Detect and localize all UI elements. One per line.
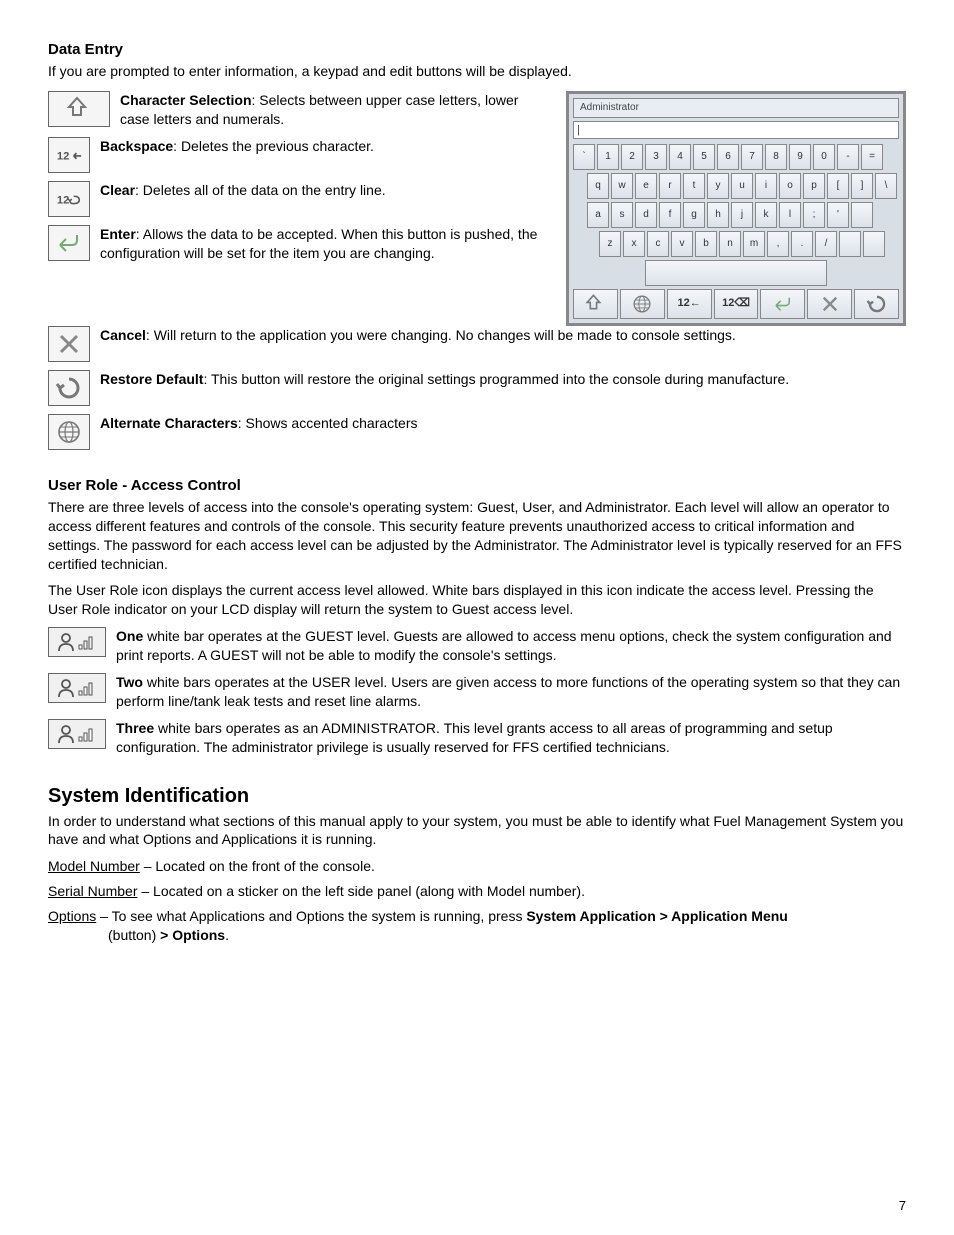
- keypad-rows: `1234567890-= qwertyuiop[]\ asdfghjkl;' zxc…: [573, 144, 899, 257]
- system-id-intro: In order to understand what sections of …: [48, 812, 906, 850]
- keypad-key[interactable]: f: [659, 202, 681, 228]
- keypad-key[interactable]: t: [683, 173, 705, 199]
- keypad-key[interactable]: l: [779, 202, 801, 228]
- keypad: Administrator | `1234567890-= qwertyuiop[…: [566, 91, 906, 326]
- clear-icon: [48, 181, 90, 217]
- keypad-key[interactable]: ;: [803, 202, 825, 228]
- keypad-key[interactable]: 6: [717, 144, 739, 170]
- serial-number-line: Serial Number – Located on a sticker on …: [48, 882, 906, 901]
- system-id-heading: System Identification: [48, 783, 906, 810]
- keypad-key[interactable]: s: [611, 202, 633, 228]
- keypad-key[interactable]: m: [743, 231, 765, 257]
- keypad-key[interactable]: g: [683, 202, 705, 228]
- user-role-desc: One white bar operates at the GUEST leve…: [116, 627, 906, 665]
- keypad-key[interactable]: z: [599, 231, 621, 257]
- keypad-key[interactable]: i: [755, 173, 777, 199]
- data-entry-intro: If you are prompted to enter information…: [48, 62, 906, 81]
- cancel-desc: Cancel: Will return to the application y…: [100, 326, 906, 345]
- keypad-key[interactable]: a: [587, 202, 609, 228]
- keypad-title: Administrator: [573, 98, 899, 118]
- keypad-key[interactable]: k: [755, 202, 777, 228]
- keypad-key[interactable]: [851, 202, 873, 228]
- keypad-restore[interactable]: [854, 289, 899, 319]
- keypad-shift[interactable]: [573, 289, 618, 319]
- keypad-key[interactable]: 4: [669, 144, 691, 170]
- keypad-key[interactable]: ': [827, 202, 849, 228]
- options-line: Options – To see what Applications and O…: [48, 907, 906, 945]
- model-number-line: Model Number – Located on the front of t…: [48, 857, 906, 876]
- keypad-key[interactable]: d: [635, 202, 657, 228]
- keypad-enter[interactable]: [760, 289, 805, 319]
- keypad-key[interactable]: [863, 231, 885, 257]
- keypad-key[interactable]: ]: [851, 173, 873, 199]
- keypad-bksp[interactable]: 12←: [667, 289, 712, 319]
- keypad-key[interactable]: .: [791, 231, 813, 257]
- user-role-icon: [48, 627, 106, 657]
- keypad-key[interactable]: 7: [741, 144, 763, 170]
- data-entry-heading: Data Entry: [48, 40, 906, 60]
- keypad-key[interactable]: y: [707, 173, 729, 199]
- keypad-key[interactable]: -: [837, 144, 859, 170]
- keypad-key[interactable]: b: [695, 231, 717, 257]
- char-select-icon: [48, 91, 110, 127]
- keypad-key[interactable]: p: [803, 173, 825, 199]
- user-role-icon: [48, 719, 106, 749]
- keypad-key[interactable]: j: [731, 202, 753, 228]
- restore-icon: [48, 370, 90, 406]
- restore-desc: Restore Default: This button will restor…: [100, 370, 906, 389]
- keypad-key[interactable]: =: [861, 144, 883, 170]
- page-number: 7: [899, 1197, 906, 1215]
- keypad-key[interactable]: c: [647, 231, 669, 257]
- cancel-icon: [48, 326, 90, 362]
- keypad-globe[interactable]: [620, 289, 665, 319]
- keypad-cancel[interactable]: [807, 289, 852, 319]
- keypad-spacebar[interactable]: [645, 260, 827, 286]
- user-role-desc: Two white bars operates at the USER leve…: [116, 673, 906, 711]
- keypad-key[interactable]: 1: [597, 144, 619, 170]
- char-select-desc: Character Selection: Selects between upp…: [120, 91, 548, 129]
- enter-desc: Enter: Allows the data to be accepted. W…: [100, 225, 548, 263]
- keypad-key[interactable]: 8: [765, 144, 787, 170]
- user-role-desc: Three white bars operates as an ADMINIST…: [116, 719, 906, 757]
- keypad-clear[interactable]: 12⌫: [714, 289, 759, 319]
- keypad-key[interactable]: h: [707, 202, 729, 228]
- keypad-key[interactable]: 5: [693, 144, 715, 170]
- keypad-key[interactable]: n: [719, 231, 741, 257]
- alt-chars-desc: Alternate Characters: Shows accented cha…: [100, 414, 906, 433]
- keypad-key[interactable]: w: [611, 173, 633, 199]
- clear-desc: Clear: Deletes all of the data on the en…: [100, 181, 548, 200]
- keypad-key[interactable]: r: [659, 173, 681, 199]
- enter-icon: [48, 225, 90, 261]
- backspace-icon: [48, 137, 90, 173]
- keypad-key[interactable]: v: [671, 231, 693, 257]
- keypad-input[interactable]: |: [573, 121, 899, 139]
- keypad-key[interactable]: /: [815, 231, 837, 257]
- keypad-key[interactable]: e: [635, 173, 657, 199]
- keypad-key[interactable]: ,: [767, 231, 789, 257]
- keypad-key[interactable]: [839, 231, 861, 257]
- keypad-key[interactable]: q: [587, 173, 609, 199]
- user-role-icon: [48, 673, 106, 703]
- keypad-key[interactable]: \: [875, 173, 897, 199]
- keypad-key[interactable]: x: [623, 231, 645, 257]
- user-role-p1: There are three levels of access into th…: [48, 498, 906, 574]
- alt-chars-icon: [48, 414, 90, 450]
- keypad-key[interactable]: [: [827, 173, 849, 199]
- user-screen-heading: User Role - Access Control: [48, 476, 906, 496]
- keypad-key[interactable]: `: [573, 144, 595, 170]
- keypad-key[interactable]: 0: [813, 144, 835, 170]
- keypad-key[interactable]: 9: [789, 144, 811, 170]
- keypad-key[interactable]: u: [731, 173, 753, 199]
- backspace-desc: Backspace: Deletes the previous characte…: [100, 137, 548, 156]
- user-role-p2: The User Role icon displays the current …: [48, 581, 906, 619]
- keypad-key[interactable]: 2: [621, 144, 643, 170]
- keypad-key[interactable]: o: [779, 173, 801, 199]
- keypad-key[interactable]: 3: [645, 144, 667, 170]
